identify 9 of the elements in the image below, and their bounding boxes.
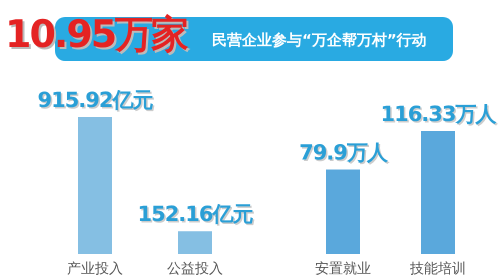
chart-subtitle: 民营企业参与“万企帮万村”行动: [212, 31, 427, 49]
x-tick-label: 产业投入: [67, 261, 123, 277]
data-label: 116.33万人: [382, 104, 500, 128]
data-label: 152.16亿元: [138, 204, 256, 228]
data-label: 79.9万人: [300, 142, 390, 166]
x-tick-label: 技能培训: [409, 261, 466, 277]
x-tick-label: 安置就业: [315, 261, 371, 277]
data-label: 915.92亿元: [38, 90, 156, 114]
x-tick-label: 公益投入: [167, 261, 223, 277]
